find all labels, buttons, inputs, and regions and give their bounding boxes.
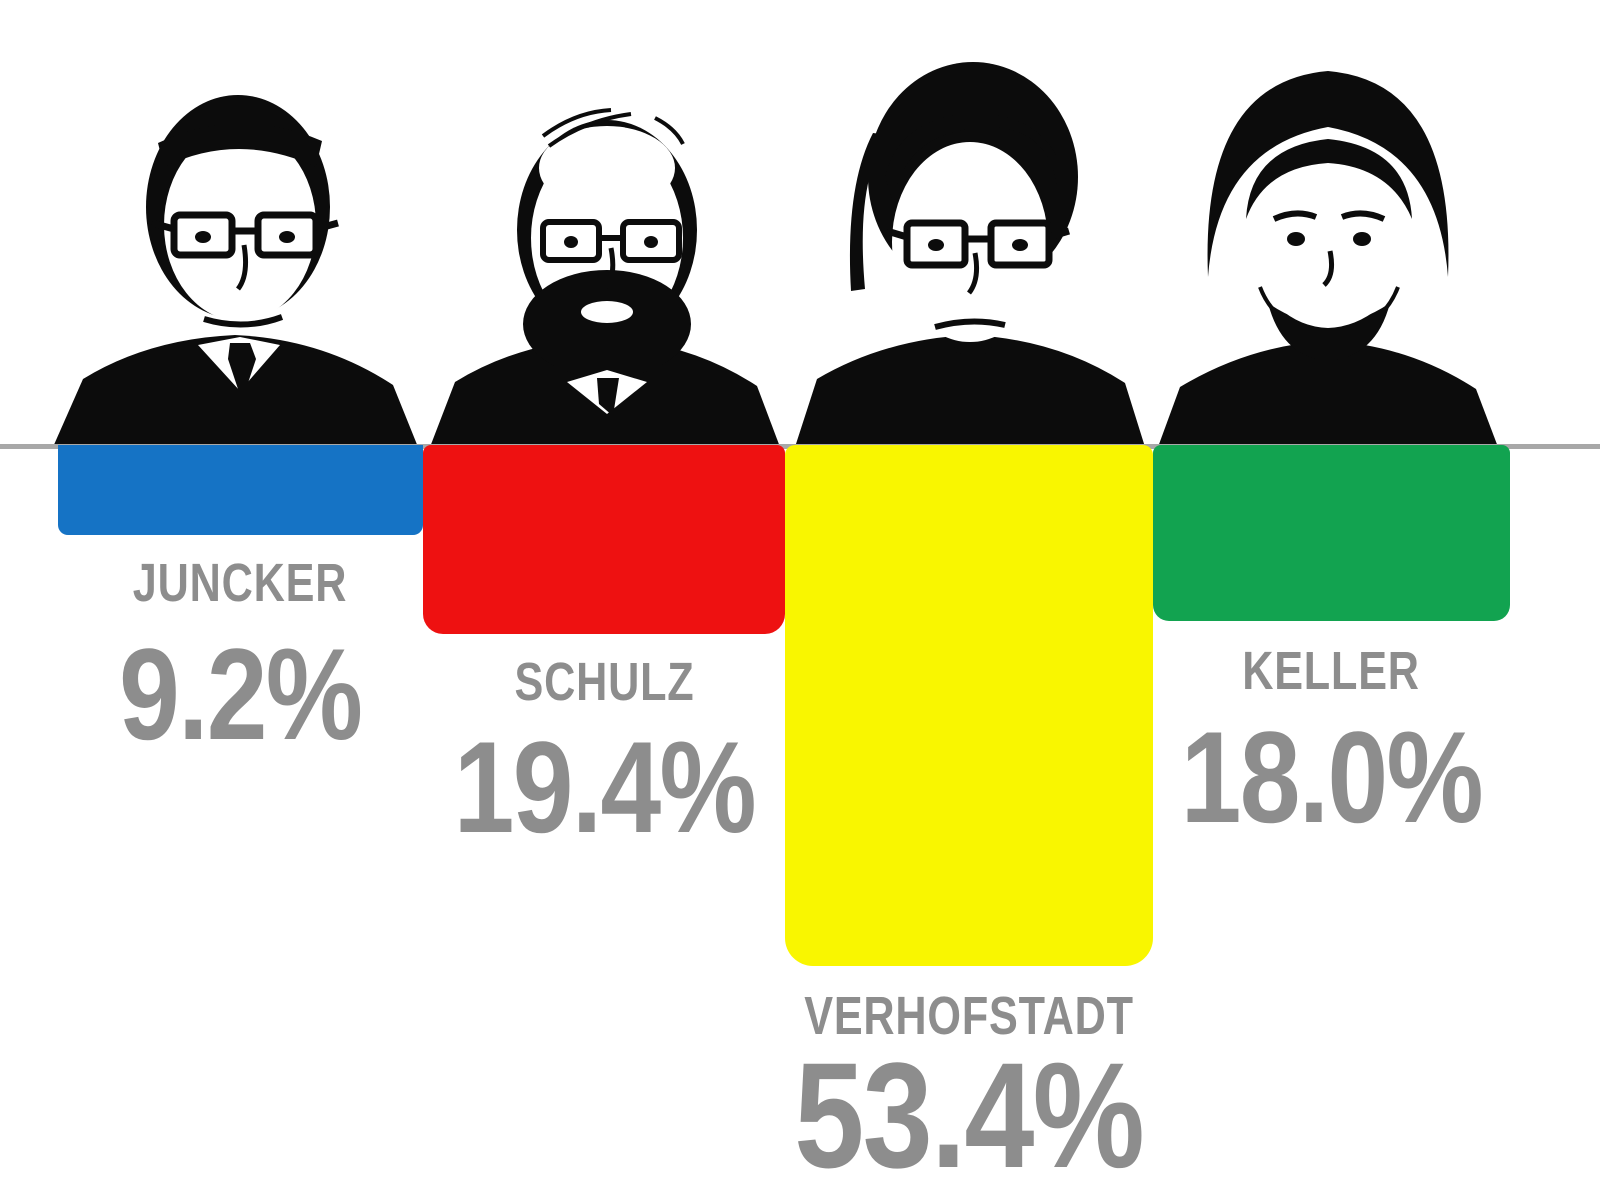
schulz-portrait-image (430, 108, 780, 447)
bar-verhofstadt (785, 445, 1153, 967)
keller-portrait-image (1158, 71, 1498, 447)
portrait-row (0, 0, 1600, 447)
percent-value-verhofstadt: 53.4% (794, 1031, 1146, 1199)
percent-value-keller: 18.0% (1180, 704, 1483, 850)
bar-keller (1153, 445, 1510, 621)
candidate-label-keller: KELLER (1242, 641, 1420, 701)
percent-value-juncker: 9.2% (118, 621, 363, 767)
candidate-label-juncker: JUNCKER (132, 553, 348, 613)
verhofstadt-portrait-image (795, 62, 1145, 447)
bar-juncker (58, 445, 423, 535)
candidate-label-schulz: SCHULZ (513, 652, 694, 712)
percent-value-schulz: 19.4% (453, 714, 756, 860)
juncker-portrait-image (53, 95, 418, 447)
bar-schulz (423, 445, 785, 635)
candidate-label-verhofstadt: VERHOFSTADT (804, 986, 1134, 1046)
